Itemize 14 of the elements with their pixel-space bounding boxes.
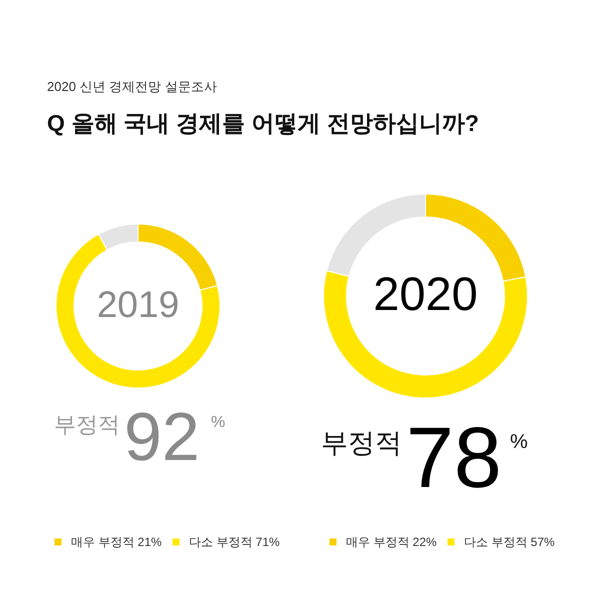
- text: 92: [124, 399, 200, 475]
- text: 2019: [96, 284, 180, 325]
- text: %: [211, 414, 226, 431]
- text: 2020 신년 경제전망 설문조사: [47, 79, 217, 94]
- legend-label: 매우 부정적 21%: [71, 535, 162, 549]
- text: 2020: [373, 267, 478, 320]
- legend-label: 다소 부정적 57%: [464, 535, 556, 549]
- legend-label: 매우 부정적 22%: [346, 535, 438, 549]
- legend-label: 다소 부정적 71%: [189, 535, 280, 549]
- text: 78: [406, 410, 502, 506]
- text: 부정적: [321, 428, 402, 458]
- text: Q 올해 국내 경제를 어떻게 전망하십니까?: [47, 110, 479, 136]
- text: 부정적: [54, 412, 120, 437]
- text: %: [510, 431, 528, 453]
